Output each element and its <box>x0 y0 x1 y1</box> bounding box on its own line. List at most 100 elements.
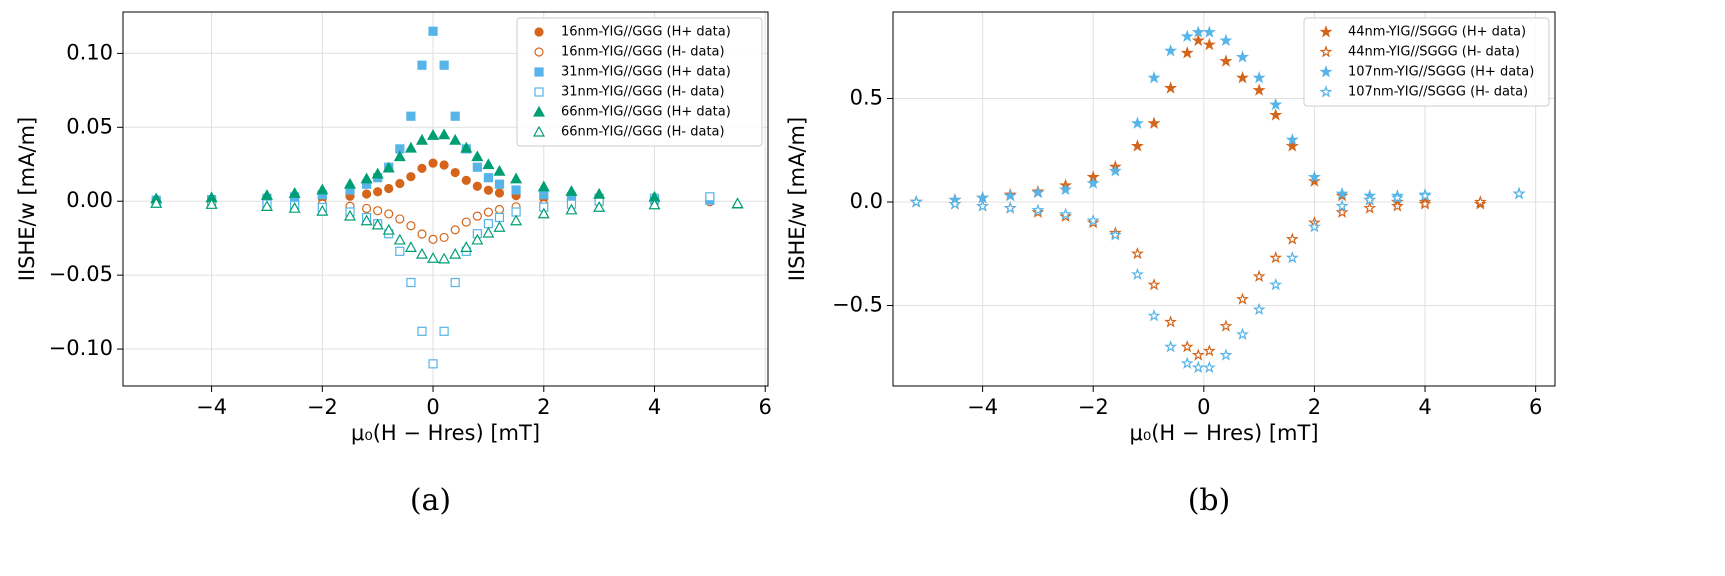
data-point <box>1418 188 1432 202</box>
legend-label: 31nm-YIG//GGG (H- data) <box>561 85 725 100</box>
data-point <box>1363 201 1377 214</box>
data-point <box>511 185 521 195</box>
data-point <box>362 203 372 214</box>
data-point <box>1473 195 1487 208</box>
data-point <box>1307 170 1321 183</box>
data-point <box>450 111 460 121</box>
data-point <box>460 141 473 153</box>
data-point <box>1252 269 1266 283</box>
y-tick-label: −0.05 <box>49 262 113 286</box>
x-tick-label: −2 <box>307 395 338 419</box>
legend-marker <box>1319 65 1333 78</box>
data-point <box>343 177 357 189</box>
data-point <box>1269 277 1283 291</box>
data-point <box>1147 70 1161 84</box>
data-point <box>404 141 417 153</box>
legend-label: 107nm-YIG//SGGG (H+ data) <box>1348 65 1534 80</box>
data-point <box>1252 83 1266 96</box>
data-point <box>438 252 451 264</box>
data-point <box>482 226 495 238</box>
data-point <box>494 179 505 189</box>
data-point <box>1236 327 1250 340</box>
data-point <box>731 197 744 209</box>
data-point <box>471 233 484 245</box>
x-tick-label: 6 <box>759 395 772 419</box>
x-tick-label: 4 <box>648 395 661 419</box>
panel: −4 −2 0 2 4 6 −0.10 −0.05 0.00 0.05 0.10 16nm-YIG//… <box>15 11 772 518</box>
data-point <box>428 26 438 36</box>
legend-label: 16nm-YIG//GGG (H- data) <box>561 45 725 60</box>
x-tick-label: 0 <box>1197 395 1210 419</box>
data-point <box>384 183 394 194</box>
y-tick-label: 0.00 <box>66 188 113 212</box>
data-point <box>288 201 301 213</box>
data-point <box>360 214 373 226</box>
data-point <box>1059 182 1073 196</box>
data-point <box>1252 70 1266 84</box>
data-point <box>1219 33 1233 47</box>
data-point <box>428 234 438 244</box>
data-point <box>1236 50 1250 63</box>
x-axis-label: μ₀(H − Hres) [mT] <box>351 421 540 445</box>
panel-caption: (b) <box>1188 483 1231 518</box>
y-tick-label: 0.5 <box>850 86 883 110</box>
data-point <box>1086 176 1100 189</box>
data-point <box>483 207 494 217</box>
data-point <box>1031 203 1045 216</box>
data-point <box>316 183 329 195</box>
data-point <box>406 277 416 288</box>
data-point <box>406 111 416 121</box>
data-point <box>1191 33 1205 47</box>
legend-marker <box>1319 25 1333 38</box>
legend-label: 44nm-YIG//SGGG (H- data) <box>1348 45 1520 60</box>
data-point <box>494 204 505 215</box>
data-point <box>510 214 523 226</box>
data-point <box>1335 186 1349 200</box>
plot-frame <box>892 11 1556 387</box>
x-tick-label: 2 <box>1308 395 1321 419</box>
data-point <box>1086 213 1100 227</box>
data-point <box>1236 292 1250 305</box>
data-point <box>1390 191 1404 204</box>
panel-caption: (a) <box>410 483 451 518</box>
data-point <box>472 211 482 221</box>
data-point <box>1269 251 1283 264</box>
data-point <box>382 223 395 235</box>
data-point <box>417 163 427 173</box>
data-point <box>288 186 301 198</box>
legend-label: 16nm-YIG//GGG (H+ data) <box>561 25 731 40</box>
data-point <box>393 150 406 162</box>
data-point <box>1363 193 1377 206</box>
data-point <box>1147 309 1161 322</box>
data-point <box>1164 340 1178 353</box>
data-point <box>1335 199 1349 212</box>
data-point <box>1269 97 1283 111</box>
data-point <box>382 161 395 173</box>
x-tick-label: 6 <box>1529 395 1542 419</box>
data-point <box>460 241 473 252</box>
data-point <box>427 252 440 263</box>
data-point <box>565 203 578 215</box>
legend-marker <box>1319 85 1333 98</box>
legend-marker <box>534 67 544 77</box>
data-point <box>415 247 428 259</box>
data-point <box>472 181 482 191</box>
data-point <box>1307 220 1321 233</box>
data-point <box>1390 199 1404 212</box>
y-tick-label: 0.0 <box>850 189 883 213</box>
data-point <box>1252 302 1266 316</box>
data-point <box>439 160 449 170</box>
data-point <box>260 200 273 211</box>
data-point <box>406 221 416 231</box>
data-point <box>260 189 273 200</box>
data-point <box>648 198 661 210</box>
y-tick-label: −0.5 <box>832 292 883 316</box>
data-point <box>1219 54 1233 67</box>
data-point <box>461 217 471 227</box>
data-point <box>1180 340 1194 353</box>
data-point <box>450 225 460 235</box>
data-point <box>371 167 384 179</box>
data-point <box>483 219 494 229</box>
legend-marker <box>534 87 544 97</box>
